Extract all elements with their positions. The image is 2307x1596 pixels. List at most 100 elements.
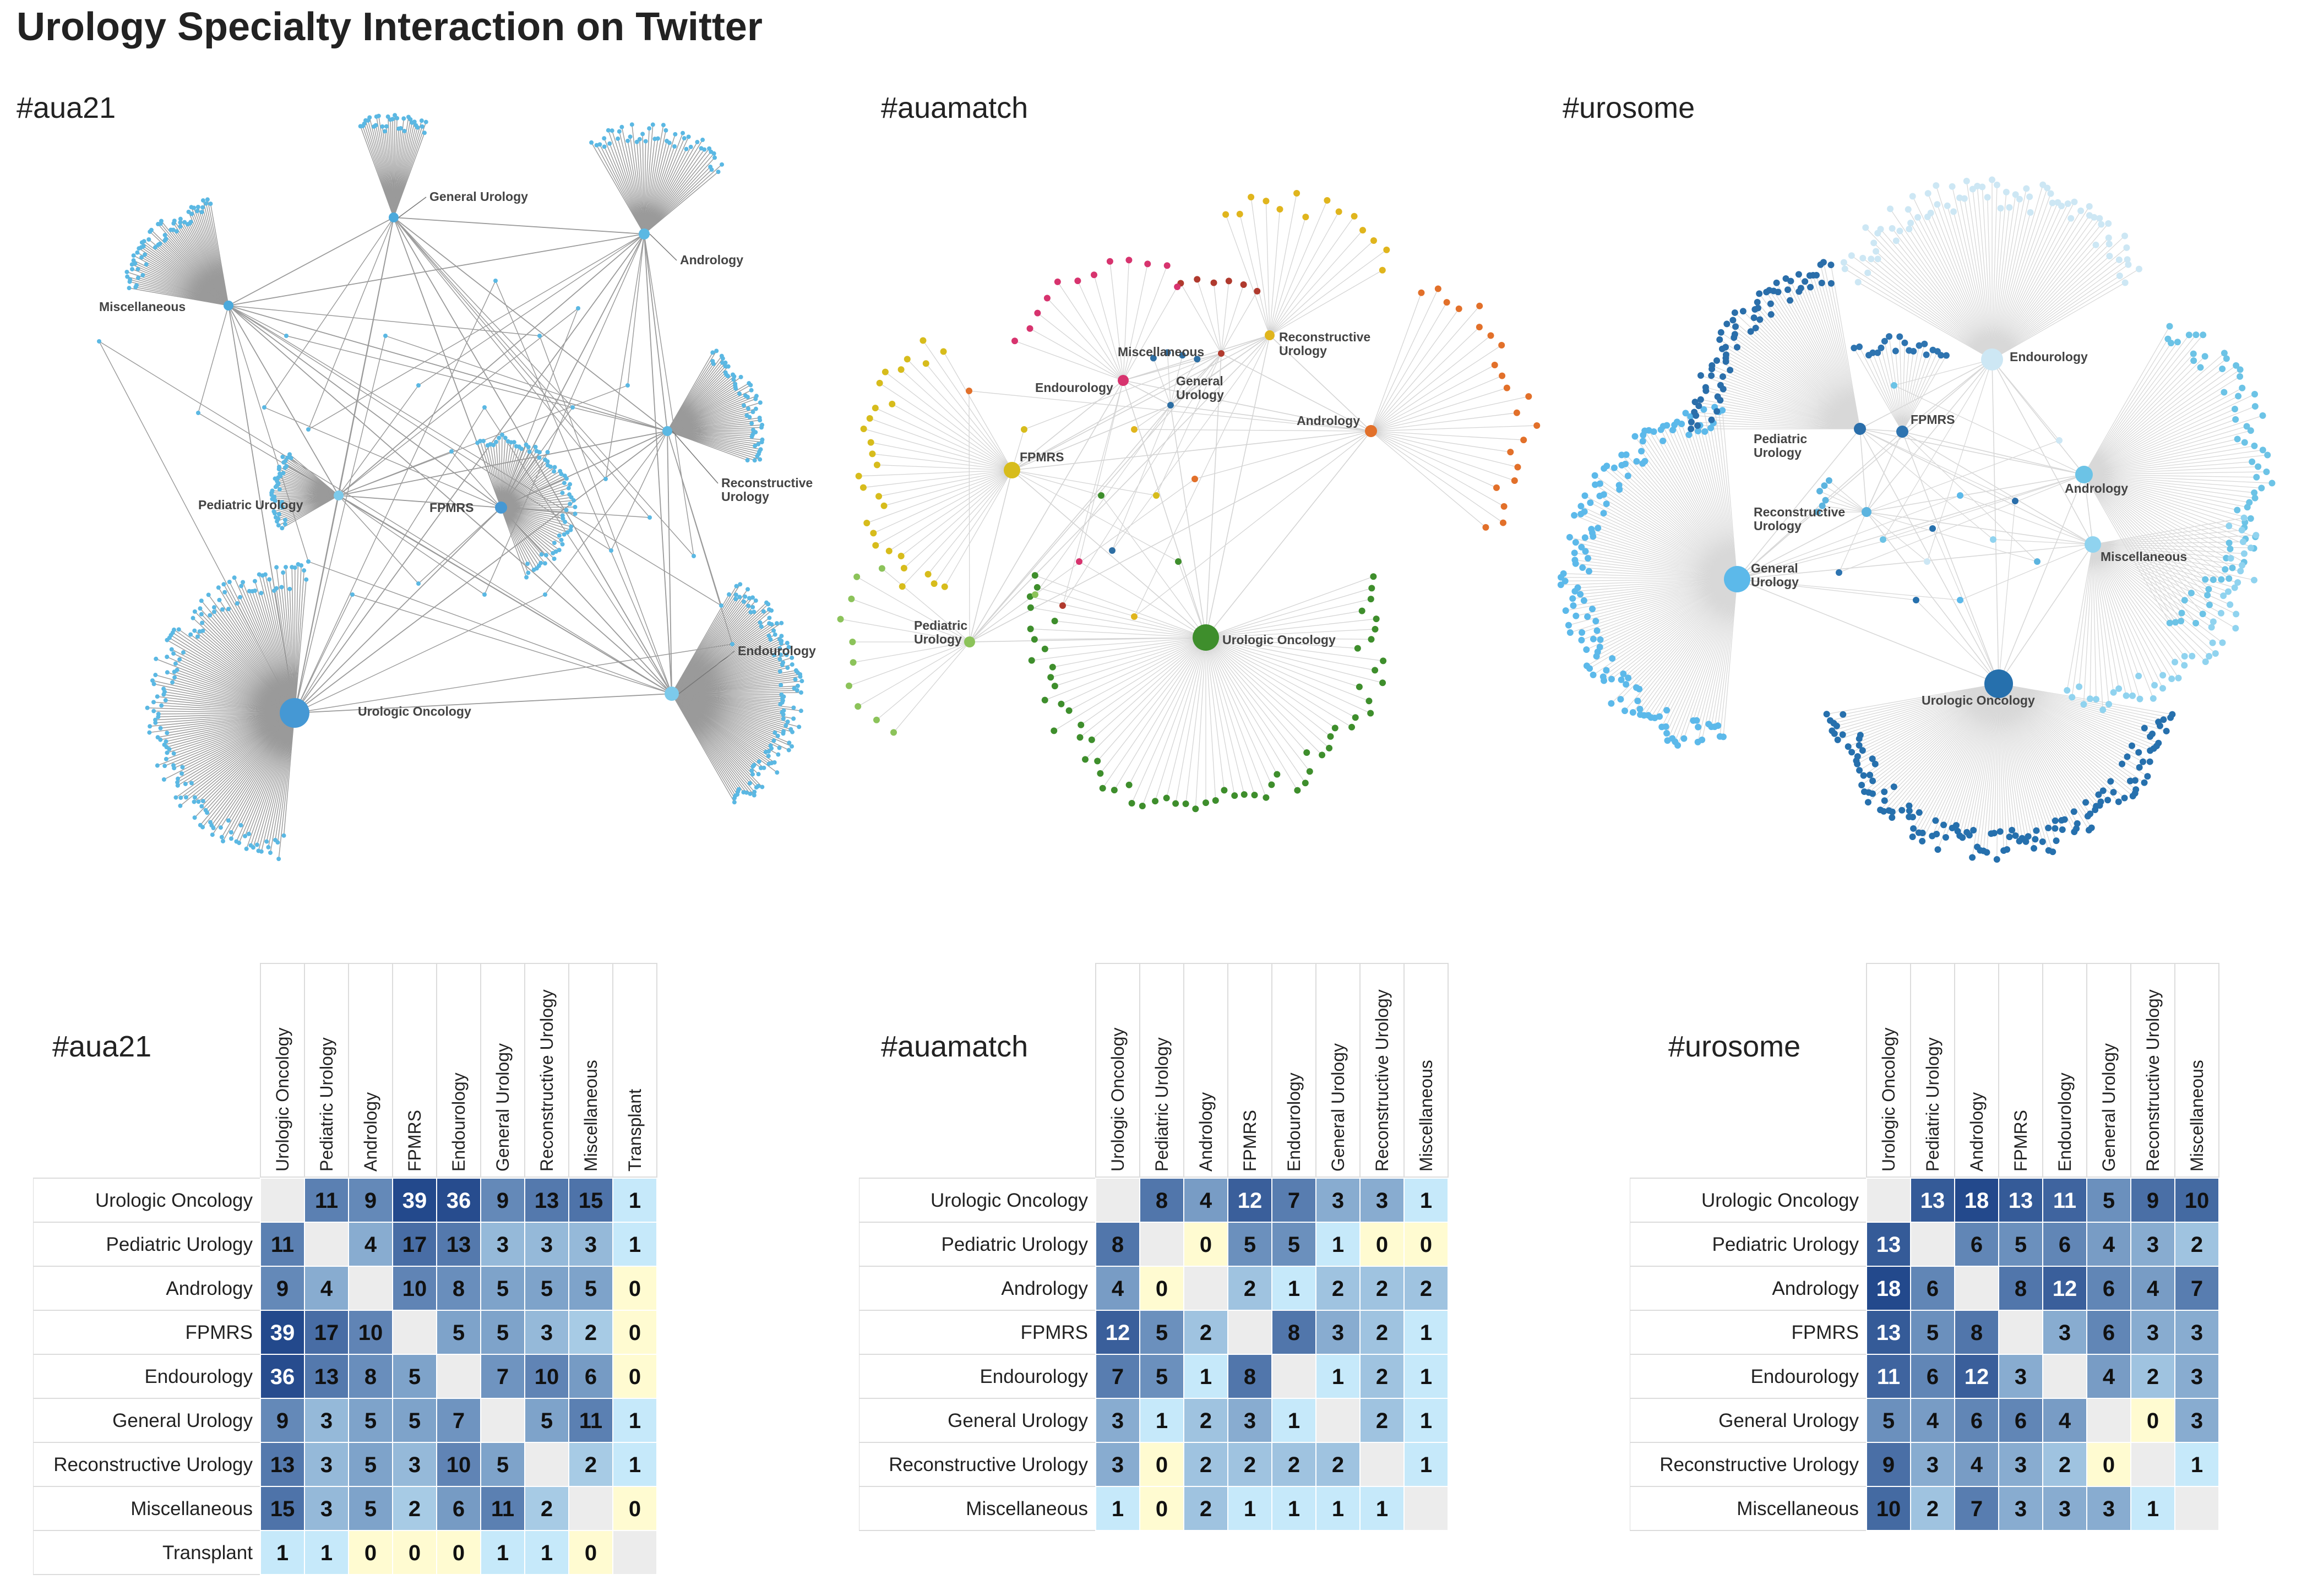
heatmap-cell <box>1866 1266 1911 1311</box>
cell-value: 8 <box>1244 1365 1256 1389</box>
heatmap-cell <box>2086 1398 2131 1443</box>
heatmap-cell <box>1227 1354 1272 1399</box>
cell-value: 1 <box>629 1453 641 1477</box>
cell-value: 5 <box>497 1277 509 1301</box>
cell-value: 1 <box>497 1541 509 1565</box>
cell-value: 2 <box>1288 1453 1300 1477</box>
cell-value: 13 <box>1920 1189 1945 1213</box>
cell-value: 6 <box>1927 1277 1939 1301</box>
hub-node-general-urology <box>1724 566 1750 592</box>
cell-value: 9 <box>364 1189 377 1213</box>
cell-value: 3 <box>2103 1497 2115 1521</box>
column-label: General Urology <box>1328 1043 1348 1172</box>
cell-value: 3 <box>1332 1189 1344 1213</box>
heatmap-cells: 8 4 12 7 3 3 18 0 5 5 1 0 04 0 2 1 2 2 212 5 2 8 3 2 17 5 1 8 1 2 13 1 2… <box>1095 1178 1449 1531</box>
hub-node-urologic-oncology <box>1193 624 1219 651</box>
column-label: General Urology <box>2099 1043 2119 1172</box>
heatmap-cell <box>1227 1398 1272 1443</box>
heatmap-cell <box>436 1354 481 1399</box>
hub-node-pediatric-urology <box>1854 423 1866 435</box>
cell-value: 5 <box>497 1453 509 1477</box>
row-label: Reconstructive Urology <box>889 1454 1088 1475</box>
heatmap-cell <box>480 1310 525 1355</box>
heatmap-cell <box>1315 1398 1361 1443</box>
cell-value: 0 <box>1200 1233 1212 1257</box>
cell-value: 5 <box>2015 1233 2027 1257</box>
cell-value: 15 <box>579 1189 603 1213</box>
row-label: Reconstructive Urology <box>1659 1454 1859 1475</box>
cell-value: 15 <box>270 1497 295 1521</box>
cell-value: 4 <box>2147 1277 2159 1301</box>
cell-value: 2 <box>2191 1233 2203 1257</box>
column-label: FPMRS <box>405 1110 425 1172</box>
column-label: Andrology <box>1196 1092 1216 1172</box>
cell-value: 6 <box>2015 1409 2027 1433</box>
cell-value: 2 <box>1376 1321 1388 1345</box>
row-label: Andrology <box>166 1278 253 1299</box>
heatmap-cell <box>2042 1398 2087 1443</box>
row-labels: Urologic Oncology Pediatric Urology Androl… <box>1630 1178 1867 1531</box>
heatmap-cell <box>1403 1222 1449 1267</box>
heatmap-cell <box>612 1486 657 1531</box>
heatmap-cell <box>1315 1222 1361 1267</box>
cell-value: 5 <box>1156 1321 1168 1345</box>
heatmap-cell <box>1271 1354 1316 1399</box>
cell-value: 0 <box>1376 1233 1388 1257</box>
column-label: Miscellaneous <box>1416 1060 1436 1172</box>
cell-value: 6 <box>1927 1365 1939 1389</box>
heatmap-cell <box>392 1398 437 1443</box>
cell-value: 3 <box>2059 1321 2071 1345</box>
cell-value: 3 <box>1332 1321 1344 1345</box>
hub-label-endourology: Endourology <box>2010 350 2088 364</box>
heatmap-cell <box>2042 1310 2087 1355</box>
heatmap-cell <box>612 1398 657 1443</box>
cell-value: 8 <box>1112 1233 1124 1257</box>
heatmap-cell <box>304 1398 349 1443</box>
heatmap-cell <box>348 1486 393 1531</box>
heatmap-cell <box>2174 1442 2219 1487</box>
heatmap-cells: 11 9 39 36 9 13 15 111 4 17 13 3 3 3 19 4 10 8 5 5 5 039 17 10 5… <box>260 1178 657 1575</box>
heatmap-cell <box>1315 1354 1361 1399</box>
column-label: Reconstructive Urology <box>2143 989 2163 1172</box>
row-label: Miscellaneous <box>966 1498 1088 1519</box>
cell-value: 3 <box>2059 1497 2071 1521</box>
heatmap-cell <box>480 1398 525 1443</box>
cell-value: 3 <box>2015 1365 2027 1389</box>
cell-value: 0 <box>629 1277 641 1301</box>
cell-value: 3 <box>409 1453 421 1477</box>
heatmap-cell <box>612 1530 657 1575</box>
hub-node-miscellaneous <box>1218 350 1225 357</box>
row-label: General Urology <box>948 1410 1088 1431</box>
network-title-aua21: #aua21 <box>17 91 116 124</box>
heatmap-cell <box>260 1310 305 1355</box>
hub-label-general-urology: General Urology <box>1751 561 1799 589</box>
heatmap-cell <box>1954 1222 1999 1267</box>
heatmap-cell <box>568 1178 613 1223</box>
column-headers: Urologic Oncology Pediatric Urology Androl… <box>1095 963 1449 1178</box>
hub-node-pediatric-urology <box>334 491 344 500</box>
hub-node-fpmrs <box>1004 462 1020 478</box>
column-label: Pediatric Urology <box>317 1037 336 1172</box>
row-label: Pediatric Urology <box>1712 1234 1859 1255</box>
cell-value: 10 <box>2185 1189 2210 1213</box>
heatmap-cell <box>2086 1310 2131 1355</box>
row-label: Transplant <box>162 1542 253 1564</box>
column-label: General Urology <box>493 1043 513 1172</box>
hub-node-reconstructive-urology <box>662 426 672 436</box>
cell-value: 13 <box>1876 1233 1901 1257</box>
cell-value: 0 <box>409 1541 421 1565</box>
heatmap-cell <box>1139 1310 1184 1355</box>
cell-value: 0 <box>585 1541 597 1565</box>
heatmap-cell <box>1271 1178 1316 1223</box>
cell-value: 1 <box>1288 1277 1300 1301</box>
heatmap-cell <box>392 1310 437 1355</box>
cell-value: 2 <box>1200 1321 1212 1345</box>
heatmap-cell <box>260 1222 305 1267</box>
heatmap-cell <box>2174 1222 2219 1267</box>
edges <box>99 115 802 859</box>
hub-label-pediatric-urology: Pediatric Urology <box>914 618 967 646</box>
heatmap-cell <box>1139 1442 1184 1487</box>
heatmap-cell <box>348 1222 393 1267</box>
heatmap-cell <box>524 1442 569 1487</box>
